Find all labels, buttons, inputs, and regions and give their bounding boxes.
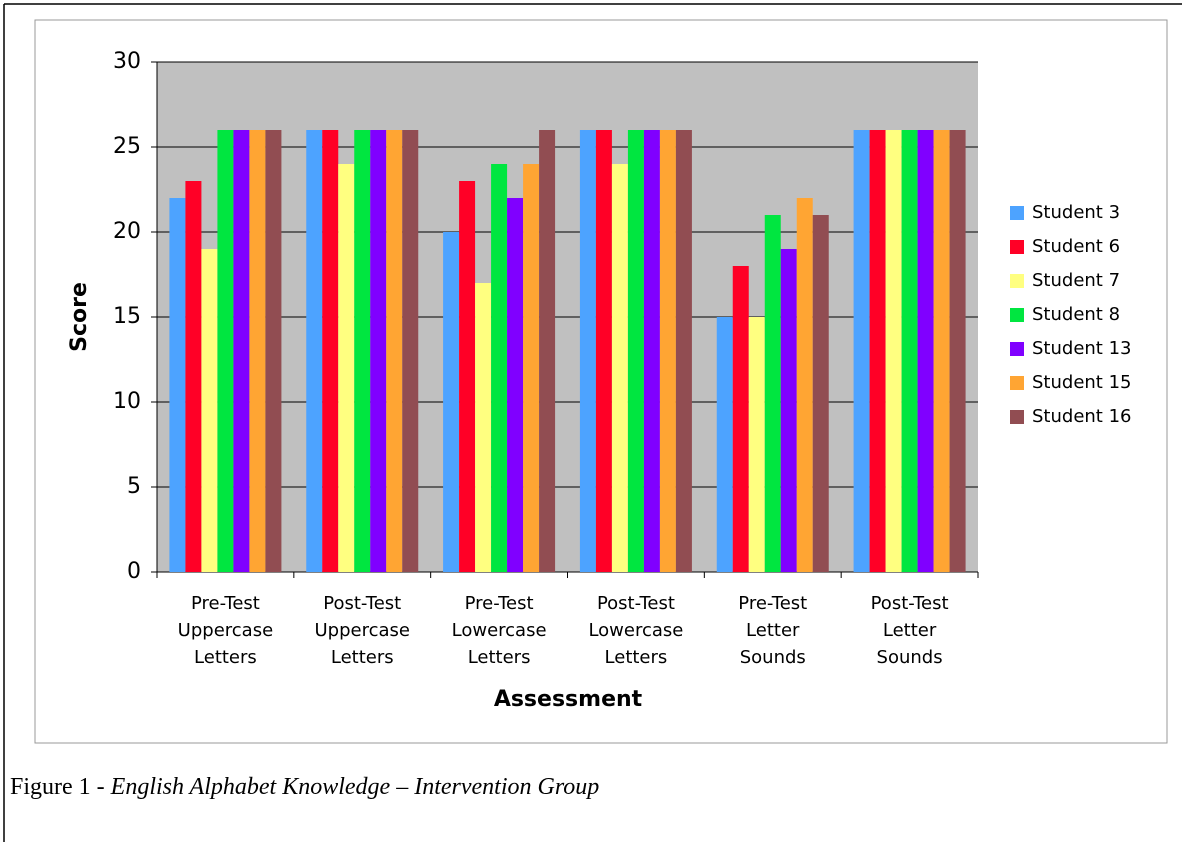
bar: [402, 130, 419, 572]
bar: [933, 130, 950, 572]
y-tick-label: 15: [113, 304, 141, 329]
x-tick-label: Post-Test Lowercase Letters: [588, 593, 683, 668]
bar: [507, 198, 524, 572]
bar: [579, 130, 596, 572]
bar: [459, 181, 476, 572]
bar: [716, 317, 733, 572]
bar: [169, 198, 186, 572]
bar: [322, 130, 339, 572]
bar: [659, 130, 676, 572]
bar: [917, 130, 934, 572]
bar: [748, 317, 765, 572]
bar: [732, 266, 749, 572]
legend-swatch: [1010, 274, 1024, 288]
legend-label: Student 7: [1032, 270, 1120, 291]
caption-title: English Alphabet Knowledge – Interventio…: [110, 774, 600, 800]
caption: Figure 1 - English Alphabet Knowledge – …: [10, 774, 599, 800]
bar: [675, 130, 692, 572]
bar: [595, 130, 612, 572]
bar: [611, 164, 628, 572]
legend-swatch: [1010, 376, 1024, 390]
bar: [796, 198, 813, 572]
bar: [949, 130, 966, 572]
bar: [185, 181, 202, 572]
x-tick-label: Post-Test Uppercase Letters: [315, 593, 410, 668]
legend-swatch: [1010, 410, 1024, 424]
y-tick-label: 25: [113, 134, 141, 159]
legend-label: Student 8: [1032, 304, 1120, 325]
y-tick-label: 5: [127, 474, 141, 499]
bar: [869, 130, 886, 572]
x-tick-label: Pre-Test Letter Sounds: [738, 593, 807, 668]
plot: 0 5 10 15 20 25 30 Pre-Test Uppercase Letters Post…: [113, 49, 1131, 668]
caption-prefix: Figure 1 -: [10, 774, 105, 800]
bar: [764, 215, 781, 572]
legend-label: Student 3: [1032, 202, 1120, 223]
legend-label: Student 16: [1032, 406, 1131, 427]
y-tick-label: 0: [127, 559, 141, 584]
legend-swatch: [1010, 240, 1024, 254]
bar: [233, 130, 250, 572]
bar: [338, 164, 355, 572]
legend-label: Student 13: [1032, 338, 1131, 359]
y-axis-title: Score: [67, 282, 92, 352]
x-tick-label: Pre-Test Uppercase Letters: [178, 593, 273, 668]
legend-swatch: [1010, 308, 1024, 322]
bar: [443, 232, 460, 572]
y-tick-label: 30: [113, 49, 141, 74]
x-tick-label: Post-Test Letter Sounds: [871, 593, 949, 668]
bar: [249, 130, 266, 572]
bar: [853, 130, 870, 572]
legend-swatch: [1010, 206, 1024, 220]
bar: [812, 215, 829, 572]
bar: [627, 130, 644, 572]
bar: [386, 130, 403, 572]
bar: [539, 130, 556, 572]
bar: [265, 130, 282, 572]
bar: [901, 130, 918, 572]
legend-swatch: [1010, 342, 1024, 356]
x-axis-title: Assessment: [494, 687, 643, 712]
legend-label: Student 15: [1032, 372, 1131, 393]
y-tick-label: 20: [113, 219, 141, 244]
bar: [523, 164, 540, 572]
y-tick-label: 10: [113, 389, 141, 414]
bar: [370, 130, 387, 572]
bar: [354, 130, 371, 572]
bar: [217, 130, 234, 572]
bar: [643, 130, 660, 572]
bar: [885, 130, 902, 572]
bar: [491, 164, 508, 572]
bar: [780, 249, 797, 572]
legend-label: Student 6: [1032, 236, 1120, 257]
bar: [306, 130, 323, 572]
bar: [475, 283, 492, 572]
x-tick-label: Pre-Test Lowercase Letters: [452, 593, 547, 668]
bar: [201, 249, 218, 572]
